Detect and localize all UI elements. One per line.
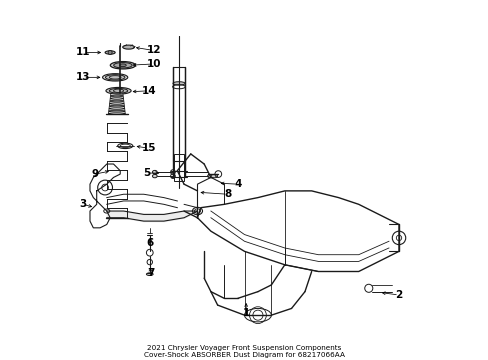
Ellipse shape [105,51,115,54]
Ellipse shape [152,170,157,174]
Bar [174,154,183,181]
Text: 7: 7 [146,268,154,278]
Ellipse shape [105,75,124,80]
Text: 11: 11 [76,48,90,58]
Ellipse shape [173,82,184,85]
Text: 3: 3 [80,199,87,209]
Circle shape [108,50,112,54]
Ellipse shape [102,74,127,81]
Ellipse shape [207,175,214,178]
Ellipse shape [152,175,157,178]
Ellipse shape [119,64,126,67]
Text: 9: 9 [91,169,99,179]
Bar [173,67,184,161]
Text: 4: 4 [234,179,241,189]
Ellipse shape [109,89,127,93]
Text: 5: 5 [143,168,150,178]
Text: 6: 6 [146,238,154,248]
Ellipse shape [106,87,131,94]
Text: 13: 13 [76,72,90,82]
Ellipse shape [122,45,134,49]
Ellipse shape [146,273,153,275]
Text: 15: 15 [141,143,156,153]
Text: 1: 1 [242,309,249,319]
Text: 2021 Chrysler Voyager Front Suspension Components
Cover-Shock ABSORBER Dust Diag: 2021 Chrysler Voyager Front Suspension C… [143,345,345,359]
Text: 2: 2 [395,290,402,300]
Text: 8: 8 [224,189,231,199]
Ellipse shape [113,63,132,68]
Text: 12: 12 [146,45,161,55]
Text: 10: 10 [146,59,161,69]
Ellipse shape [110,62,135,69]
Ellipse shape [210,175,217,178]
Text: 14: 14 [141,86,156,96]
